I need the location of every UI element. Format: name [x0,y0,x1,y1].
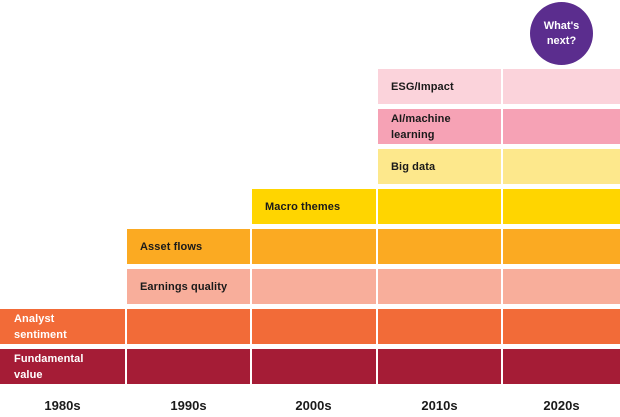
bar-label: ESG/Impact [391,80,454,93]
decade-label: 2020s [543,398,580,413]
bar-esg-impact: ESG/Impact [377,69,620,104]
bar-label: Fundamental value [14,352,84,381]
bar-label: Big data [391,160,436,173]
column-separator [376,0,378,386]
decade-label: 1990s [170,398,207,413]
decade-label: 1980s [44,398,81,413]
bar-big-data: Big data [377,149,620,184]
decade-label: 2000s [295,398,332,413]
bar-label: Macro themes [265,200,341,213]
column-separator [250,0,252,386]
bar-asset-flows: Asset flows [126,229,620,264]
column-separator [501,0,503,386]
bar-label: AI/machine learning [391,112,451,141]
bar-label: Asset flows [140,240,203,253]
bar-fundamental-value: Fundamental value [0,349,620,384]
bar-ai-machine-learning: AI/machine learning [377,109,620,144]
column-separator [125,0,127,386]
bar-label: Analyst sentiment [14,312,67,341]
whats-next-bubble: What's next? [530,2,593,65]
bar-earnings-quality: Earnings quality [126,269,620,304]
decade-label: 2010s [421,398,458,413]
bar-analyst-sentiment: Analyst sentiment [0,309,620,344]
bar-label: Earnings quality [140,280,228,293]
bar-macro-themes: Macro themes [251,189,620,224]
